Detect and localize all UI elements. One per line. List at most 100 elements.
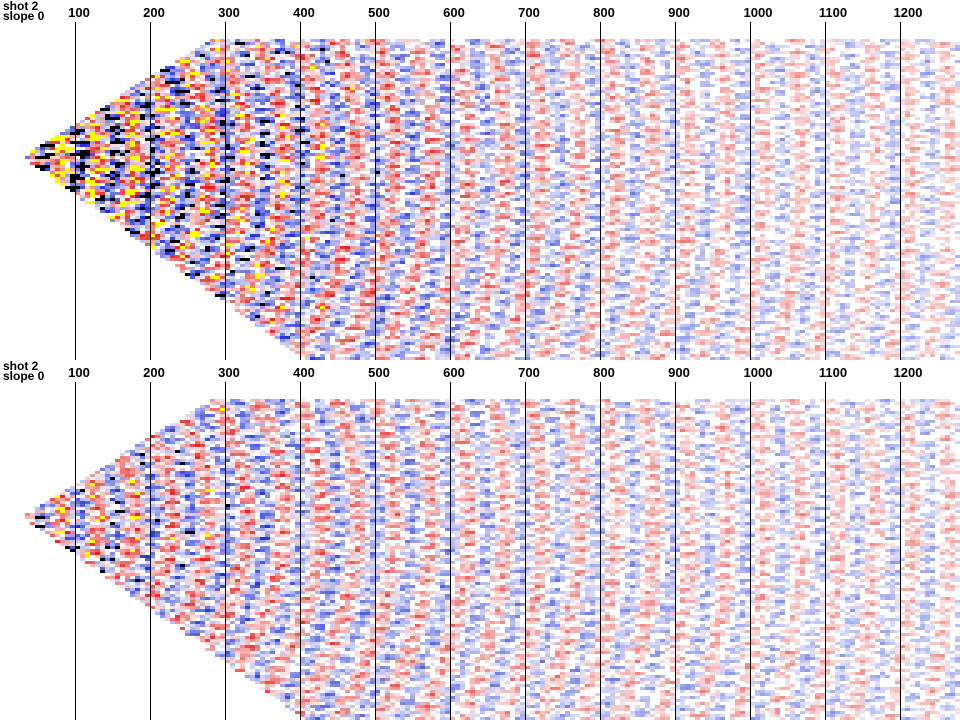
seismic-cell [275,123,280,126]
seismic-cell [375,81,380,84]
seismic-cell [175,90,180,93]
seismic-cell [275,315,280,318]
seismic-cell [260,159,265,162]
seismic-cell [410,324,415,327]
seismic-cell [330,93,335,96]
seismic-cell [375,159,380,162]
seismic-cell [55,138,60,141]
seismic-cell [125,147,130,150]
seismic-cell [395,225,400,228]
seismic-cell [285,291,290,294]
seismic-cell [375,126,380,129]
seismic-cell [325,222,330,225]
seismic-cell [225,96,230,99]
seismic-cell [115,111,120,114]
seismic-cell [255,126,260,129]
seismic-cell [195,84,200,87]
seismic-cell [155,114,160,117]
seismic-cell [175,72,180,75]
seismic-cell [285,150,290,153]
seismic-cell [355,57,360,60]
seismic-cell [340,324,345,327]
seismic-cell [80,156,85,159]
seismic-cell [375,156,380,159]
seismic-cell [340,165,345,168]
seismic-cell [375,135,380,138]
seismic-cell [335,240,340,243]
seismic-cell [375,243,380,246]
seismic-cell [95,168,100,171]
seismic-cell [350,198,355,201]
seismic-cell [270,204,275,207]
seismic-cell [295,174,300,177]
seismic-cell [90,201,95,204]
seismic-cell [270,276,275,279]
seismic-cell [215,246,220,249]
seismic-cell [260,216,265,219]
seismic-cell [335,315,340,318]
seismic-cell [385,78,390,81]
seismic-cell [345,300,350,303]
seismic-cell [370,201,375,204]
seismic-cell [235,282,240,285]
seismic-cell [220,63,225,66]
seismic-cell [330,123,335,126]
seismic-cell [145,93,150,96]
seismic-cell [295,351,300,354]
seismic-cell [220,99,225,102]
seismic-cell [275,162,280,165]
seismic-cell [160,93,165,96]
seismic-cell [320,144,325,147]
seismic-cell [375,189,380,192]
seismic-cell [320,171,325,174]
seismic-cell [405,150,410,153]
seismic-cell [380,306,385,309]
seismic-cell [305,48,310,51]
seismic-cell [115,186,120,189]
seismic-cell [220,255,225,258]
seismic-cell [400,324,405,327]
seismic-cell [165,117,170,120]
seismic-cell [245,144,250,147]
seismic-cell [190,78,195,81]
seismic-cell [115,138,120,141]
seismic-cell [345,327,350,330]
seismic-cell [260,213,265,216]
seismic-cell [215,156,220,159]
seismic-cell [400,99,405,102]
seismic-cell [265,303,270,306]
seismic-cell [280,144,285,147]
seismic-cell [385,54,390,57]
seismic-cell [55,171,60,174]
seismic-cell [375,192,380,195]
seismic-cell [185,60,190,63]
seismic-cell [380,162,385,165]
seismic-cell [340,246,345,249]
seismic-cell [235,198,240,201]
seismic-cell [185,75,190,78]
seismic-cell [135,123,140,126]
seismic-cell [155,135,160,138]
seismic-cell [115,126,120,129]
seismic-cell [355,327,360,330]
seismic-cell [110,189,115,192]
seismic-cell [395,54,400,57]
seismic-cell [375,87,380,90]
seismic-cell [285,72,290,75]
seismic-cell [360,54,365,57]
seismic-cell [225,183,230,186]
seismic-cell [405,303,410,306]
seismic-cell [235,306,240,309]
seismic-cell [345,297,350,300]
seismic-cell [215,186,220,189]
seismic-cell [255,285,260,288]
seismic-cell [75,129,80,132]
seismic-cell [125,204,130,207]
seismic-cell [195,177,200,180]
seismic-cell [260,186,265,189]
seismic-cell [325,249,330,252]
seismic-cell [415,279,420,282]
seismic-cell [275,267,280,270]
seismic-cell [130,189,135,192]
seismic-cell [335,171,340,174]
